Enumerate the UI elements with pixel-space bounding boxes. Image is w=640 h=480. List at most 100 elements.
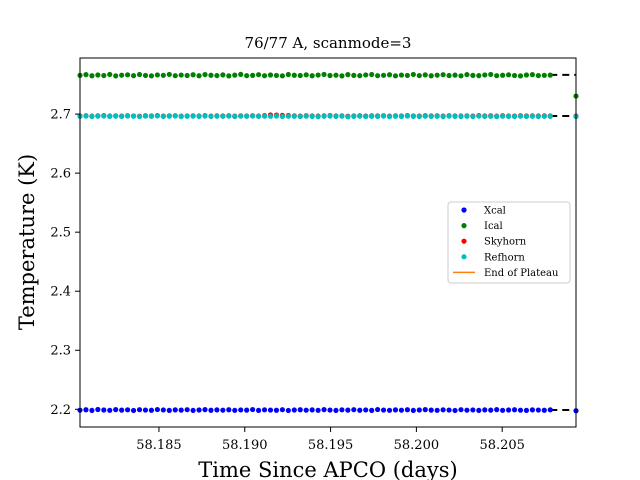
legend-label-xcal: Xcal [484, 206, 506, 217]
chart-title: 76/77 A, scanmode=3 [245, 34, 412, 52]
point-ical-53 [392, 73, 399, 79]
legend-marker-refhorn [461, 254, 467, 260]
point-refhorn-11 [142, 113, 149, 119]
series-xcal [77, 406, 579, 414]
point-ical-33 [273, 72, 280, 79]
point-ical-79 [547, 72, 553, 78]
point-refhorn-25 [226, 113, 232, 119]
point-refhorn-51 [380, 113, 387, 119]
point-xcal-68 [482, 407, 488, 413]
point-refhorn-32 [267, 113, 274, 119]
point-ical-13 [154, 72, 160, 78]
point-ical-30 [255, 72, 262, 78]
y-tick-label-4: 2.6 [50, 167, 71, 182]
point-ical-12 [148, 73, 155, 79]
point-ical-42 [327, 72, 333, 79]
point-xcal-72 [505, 407, 512, 413]
point-ical-78 [541, 72, 547, 78]
point-xcal-13 [154, 406, 160, 413]
y-tick-label-1: 2.3 [50, 344, 71, 359]
point-refhorn-46 [351, 113, 357, 119]
point-refhorn-75 [523, 113, 530, 120]
point-xcal-47 [357, 407, 363, 413]
point-refhorn-78 [541, 113, 547, 119]
point-xcal-63 [452, 407, 458, 414]
point-ical-43 [333, 72, 339, 78]
point-refhorn-42 [327, 113, 333, 119]
point-xcal-17 [178, 407, 184, 413]
point-ical-19 [190, 72, 196, 78]
point-xcal-40 [315, 407, 321, 413]
point-ical-23 [214, 72, 220, 79]
point-ical-77 [535, 72, 541, 79]
point-xcal-16 [172, 407, 178, 413]
point-refhorn-1 [83, 113, 89, 119]
y-axis-label: Temperature (K) [15, 154, 39, 330]
point-ical-11 [142, 72, 149, 79]
point-xcal-28 [244, 407, 250, 413]
point-refhorn-49 [369, 113, 375, 119]
point-ical-8 [125, 72, 131, 78]
legend: Xcal Ical Skyhorn Refhorn End of Plateau [447, 201, 571, 284]
point-refhorn-33 [273, 113, 280, 119]
point-refhorn-57 [416, 113, 422, 120]
legend-box [447, 201, 571, 284]
point-xcal-3 [95, 406, 101, 413]
point-ical-34 [279, 73, 285, 79]
point-xcal-74 [517, 407, 524, 413]
legend-label-end-of-plateau: End of Plateau [484, 268, 559, 279]
point-ical-10 [136, 71, 143, 78]
point-xcal-41 [321, 407, 327, 413]
point-refhorn-77 [535, 113, 541, 120]
point-refhorn-48 [363, 113, 369, 120]
point-xcal-11 [142, 407, 149, 413]
point-refhorn-40 [315, 114, 321, 120]
point-xcal-70 [494, 407, 500, 413]
point-refhorn-38 [303, 113, 309, 119]
point-xcal-50 [375, 406, 381, 413]
point-ical-35 [285, 71, 291, 78]
point-ical-62 [446, 72, 452, 79]
point-xcal-38 [303, 407, 309, 413]
point-ical-70 [494, 73, 500, 79]
point-refhorn-74 [517, 113, 524, 119]
point-ical-15 [166, 71, 172, 78]
point-xcal-79 [547, 407, 553, 413]
point-xcal-7 [119, 407, 125, 413]
point-ical-40 [315, 72, 321, 78]
point-ical-61 [440, 72, 446, 78]
point-xcal-46 [351, 407, 357, 413]
point-ical-36 [291, 72, 297, 78]
point-xcal-6 [113, 407, 119, 413]
point-ical-72 [505, 72, 512, 78]
point-xcal-23 [214, 407, 220, 413]
point-ical-31 [261, 73, 268, 79]
point-ical-73 [511, 72, 518, 79]
point-refhorn-58 [422, 113, 428, 119]
point-xcal-20 [196, 407, 202, 413]
point-ical-20 [196, 73, 202, 79]
point-xcal-32 [267, 407, 274, 413]
point-xcal-58 [422, 407, 428, 413]
point-refhorn-79 [547, 113, 553, 119]
point-refhorn-19 [190, 113, 196, 119]
legend-label-skyhorn: Skyhorn [484, 237, 527, 248]
point-refhorn-61 [440, 114, 446, 120]
point-ical-7 [119, 72, 125, 78]
point-ical-45 [345, 72, 351, 78]
point-ical-22 [208, 72, 214, 78]
point-refhorn-14 [160, 113, 166, 120]
point-ical-9 [130, 73, 137, 79]
point-ical-59 [428, 73, 434, 79]
point-xcal-55 [404, 407, 410, 413]
point-ical-25 [226, 73, 232, 79]
point-refhorn-6 [113, 113, 119, 119]
point-ical-74 [517, 73, 524, 79]
point-refhorn-53 [392, 113, 399, 119]
y-tick-label-2: 2.4 [50, 285, 71, 300]
point-refhorn-34 [279, 113, 285, 120]
point-xcal-35 [285, 407, 291, 414]
point-xcal-54 [398, 407, 405, 413]
point-refhorn-15 [166, 113, 172, 119]
